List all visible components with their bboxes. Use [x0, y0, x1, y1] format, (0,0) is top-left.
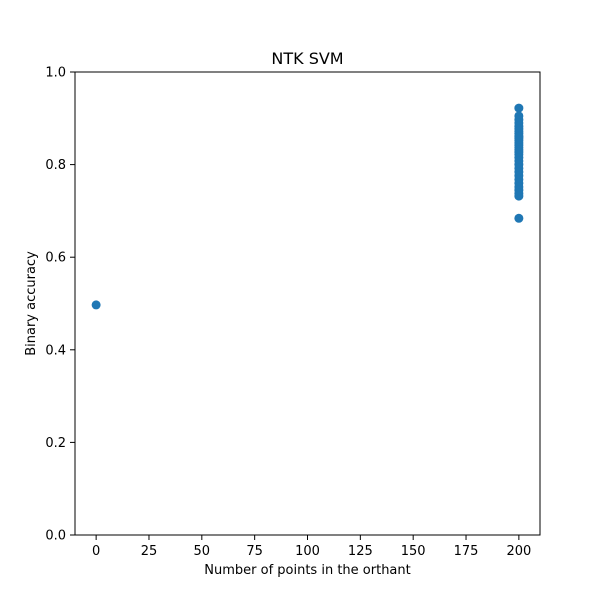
y-axis: 0.0 0.2 0.4 0.6 0.8 1.0	[45, 66, 75, 544]
x-tick-label: 75	[246, 544, 263, 559]
data-point	[91, 300, 101, 310]
plot-area	[91, 103, 524, 310]
data-point	[514, 103, 524, 113]
y-axis-label: Binary accuracy	[24, 251, 39, 356]
y-tick-label: 0.6	[45, 251, 66, 266]
x-tick-label: 25	[141, 544, 158, 559]
y-tick-label: 0.0	[45, 529, 66, 544]
x-tick-label: 50	[194, 544, 211, 559]
x-tick-label: 175	[454, 544, 479, 559]
data-point	[514, 132, 524, 142]
x-tick-label: 100	[295, 544, 320, 559]
x-axis: 0 25 50 75 100 125 150 175 200	[92, 535, 531, 559]
y-tick-label: 0.2	[45, 436, 66, 451]
x-axis-label: Number of points in the orthant	[204, 563, 410, 578]
y-tick-label: 0.8	[45, 158, 66, 173]
y-tick-label: 0.4	[45, 343, 66, 358]
x-tick-label: 200	[506, 544, 531, 559]
x-tick-label: 150	[401, 544, 426, 559]
x-tick-label: 125	[348, 544, 373, 559]
chart-title: NTK SVM	[271, 49, 343, 68]
x-tick-label: 0	[92, 544, 100, 559]
data-point	[514, 191, 524, 201]
y-tick-label: 1.0	[45, 66, 66, 81]
data-point	[514, 213, 524, 223]
